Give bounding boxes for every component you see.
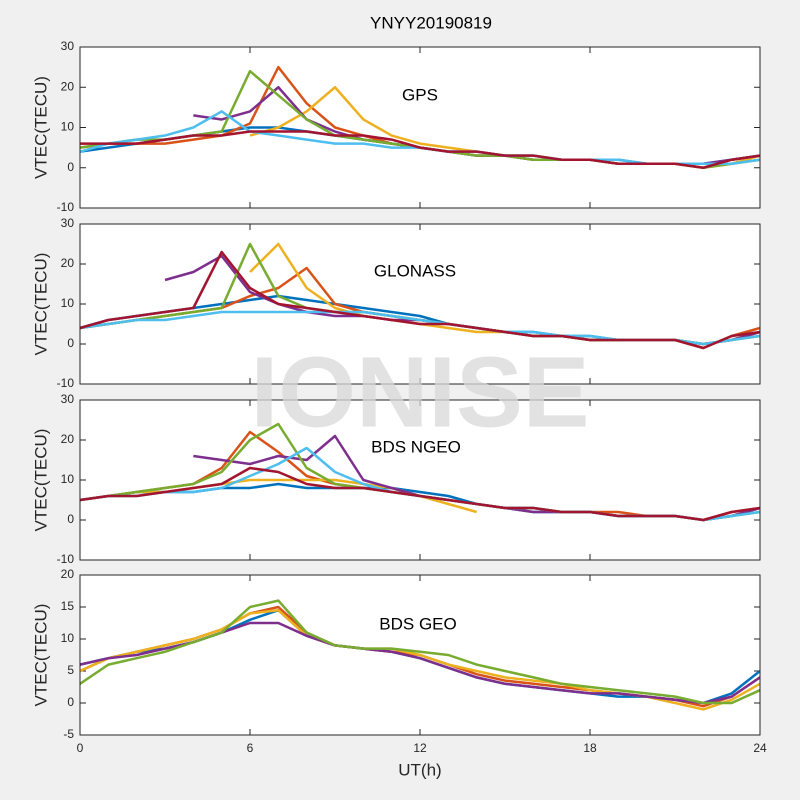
y-axis-label: VTEC(TECU) [31, 76, 50, 179]
y-tick-label: 30 [61, 392, 75, 406]
x-tick-label: 6 [247, 741, 254, 755]
y-tick-label: 20 [61, 256, 75, 270]
y-axis-label: VTEC(TECU) [31, 253, 50, 356]
plot-frame [79, 574, 761, 736]
y-tick-label: 30 [61, 39, 75, 53]
x-tick-label: 18 [583, 741, 597, 755]
plot-frame [79, 399, 761, 561]
chart-title: YNYY20190819 [370, 13, 492, 32]
plot-area [80, 400, 760, 560]
y-tick-label: 5 [67, 663, 74, 677]
y-tick-label: -10 [57, 200, 75, 214]
series-line [79, 250, 761, 350]
series-line [79, 466, 761, 522]
annotation: BDS GEO [379, 614, 456, 633]
y-tick-label: 20 [61, 432, 75, 446]
x-tick-label: 0 [77, 741, 84, 755]
plot-area [80, 47, 760, 208]
x-tick-label: 12 [413, 741, 427, 755]
y-tick-label: -5 [63, 727, 74, 741]
y-tick-label: 30 [61, 216, 75, 230]
y-tick-label: 0 [67, 160, 74, 174]
y-tick-label: 10 [61, 631, 75, 645]
plot-frame [79, 46, 761, 209]
y-tick-label: -10 [57, 552, 75, 566]
y-tick-label: -10 [57, 376, 75, 390]
plot-frame [79, 223, 761, 385]
y-axis-label: VTEC(TECU) [31, 604, 50, 707]
y-tick-label: 20 [61, 79, 75, 93]
annotation: BDS NGEO [371, 437, 461, 456]
y-tick-label: 15 [61, 599, 75, 613]
y-tick-label: 20 [61, 567, 75, 581]
watermark: IONISE [251, 336, 590, 448]
y-tick-label: 0 [67, 695, 74, 709]
series-line [80, 130, 761, 169]
x-tick-label: 24 [753, 741, 767, 755]
y-tick-label: 0 [67, 336, 74, 350]
y-tick-label: 0 [67, 512, 74, 526]
y-axis-label: VTEC(TECU) [31, 429, 50, 532]
plot-area [80, 224, 760, 384]
x-axis-label: UT(h) [398, 760, 441, 779]
y-tick-label: 10 [61, 472, 75, 486]
series-line [79, 599, 761, 705]
annotation: GPS [402, 85, 438, 104]
annotation: GLONASS [374, 261, 456, 280]
y-tick-label: 10 [61, 296, 75, 310]
y-tick-label: 10 [61, 120, 75, 134]
